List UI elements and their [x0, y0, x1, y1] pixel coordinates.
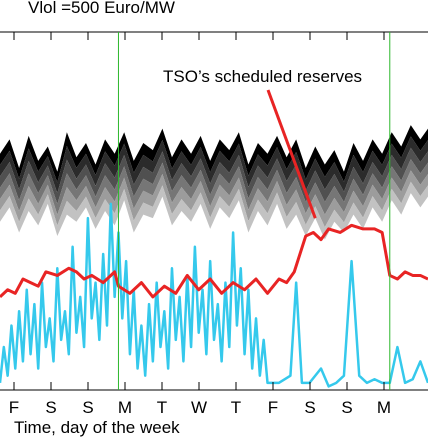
scheduled-reserves-line: [0, 223, 428, 299]
x-tick-label-6: W: [191, 398, 207, 417]
x-axis-label: Time, day of the week: [14, 418, 180, 437]
reserve-band-layer-1: [0, 125, 428, 183]
reserve-band-layer-5: [0, 170, 428, 228]
reserve-band-layer-2: [0, 136, 428, 194]
x-tick-label-10: S: [341, 398, 352, 417]
x-tick-label-3: S: [82, 398, 93, 417]
x-tick-label-9: S: [304, 398, 315, 417]
chart-title: Vlol =500 Euro/MW: [28, 0, 175, 17]
x-tick-label-11: M: [377, 398, 391, 417]
x-tick-label-2: S: [45, 398, 56, 417]
reserve-band-layer-6: [0, 181, 428, 240]
annotation-arrow: [266, 89, 317, 219]
x-tick-label-7: T: [231, 398, 241, 417]
x-tick-label-8: F: [268, 398, 278, 417]
x-tick-label-4: M: [118, 398, 132, 417]
annotation-layer: TSO’s scheduled reserves: [163, 67, 362, 219]
annotation-label: TSO’s scheduled reserves: [163, 67, 362, 86]
x-tick-label-1: F: [9, 398, 19, 417]
x-tick-label-5: T: [157, 398, 167, 417]
reserve-band: [0, 125, 428, 240]
vertical-markers: [117, 32, 391, 390]
reserve-band-layer-4: [0, 159, 428, 215]
reserve-band-layer-3: [0, 147, 428, 204]
